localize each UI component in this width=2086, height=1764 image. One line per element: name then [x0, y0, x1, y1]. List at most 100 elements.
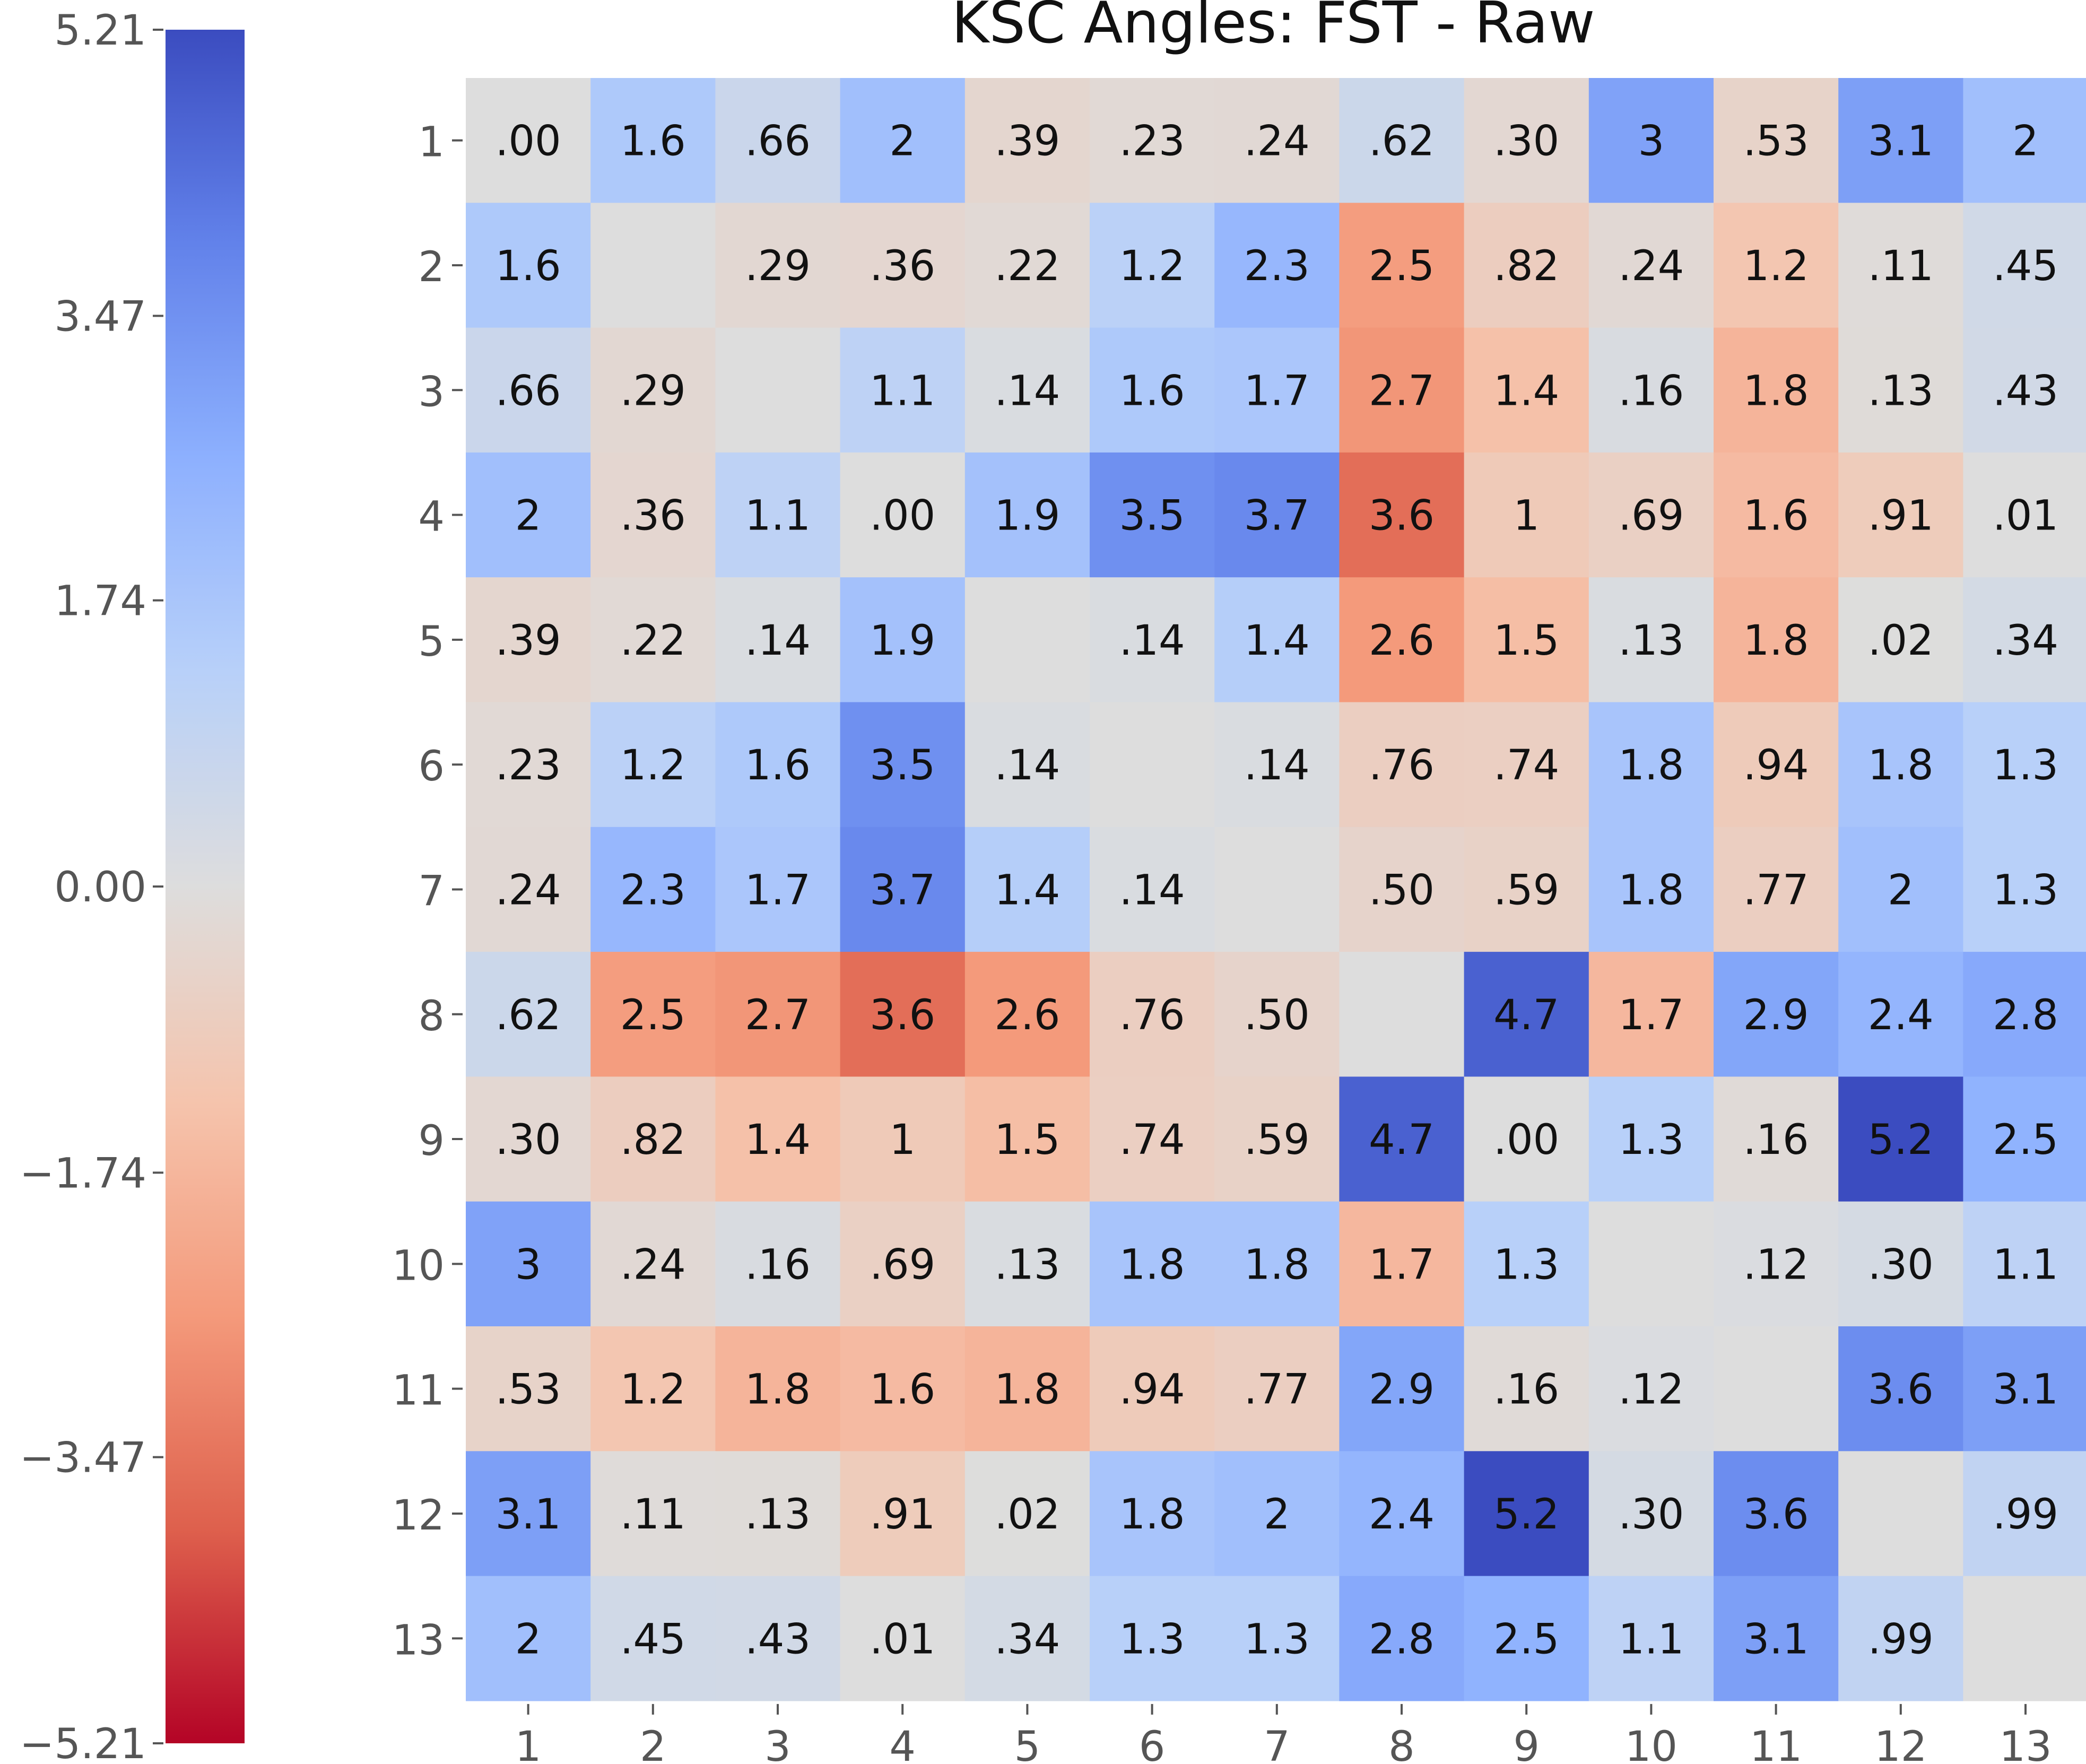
heatmap-cell — [1214, 1201, 1340, 1327]
cell-value-label: .24 — [1618, 242, 1684, 290]
heatmap-cell — [840, 577, 966, 703]
cell-value-label: .23 — [1119, 118, 1185, 166]
cell-value-label: .94 — [1119, 1366, 1185, 1414]
heatmap-cell — [1588, 1451, 1714, 1577]
cell-value-label: 2.5 — [1493, 1615, 1559, 1663]
cell-value-label: 4.7 — [1369, 1116, 1435, 1164]
heatmap-cell — [715, 952, 841, 1077]
heatmap-cells — [466, 78, 2086, 1701]
cell-value-label: 2.4 — [1369, 1491, 1435, 1539]
heatmap-cell — [466, 78, 591, 203]
cell-value-label: 2.7 — [1369, 367, 1435, 415]
cell-value-label: 1.7 — [745, 866, 811, 914]
cell-value-label: 1.2 — [620, 1366, 686, 1414]
heatmap-cell — [1838, 327, 1963, 453]
heatmap-cell — [1714, 702, 1839, 828]
cell-value-label: .45 — [620, 1615, 686, 1663]
heatmap-cell — [1588, 203, 1714, 328]
x-tick-label: 11 — [1750, 1723, 1802, 1764]
cell-value-label: 3.6 — [870, 992, 935, 1039]
cell-value-label: .22 — [620, 617, 686, 665]
cell-value-label: 3.1 — [1743, 1615, 1809, 1663]
y-tick-label: 7 — [418, 867, 445, 915]
cell-value-label: .43 — [745, 1615, 811, 1663]
cell-value-label: 1.3 — [1618, 1116, 1684, 1164]
cell-value-label: .82 — [1493, 242, 1559, 290]
x-tick-label: 12 — [1874, 1723, 1927, 1764]
heatmap-cell — [1838, 577, 1963, 703]
cell-value-label: .59 — [1493, 866, 1559, 914]
heatmap-cell — [964, 577, 1090, 703]
heatmap-cell — [1963, 203, 2086, 328]
heatmap-cell — [1464, 327, 1589, 453]
cell-value-label: .39 — [994, 118, 1060, 166]
heatmap-cell — [1464, 78, 1589, 203]
heatmap-cell — [1588, 1326, 1714, 1452]
cell-value-label: 1.7 — [1618, 992, 1684, 1039]
heatmap-cell — [964, 78, 1090, 203]
cell-value-label: 1.6 — [745, 742, 811, 789]
x-tick-label: 3 — [764, 1723, 791, 1764]
cell-value-label: .66 — [496, 367, 561, 415]
heatmap-cell — [1090, 452, 1215, 578]
cell-value-label: .74 — [1493, 742, 1559, 789]
heatmap-cell — [1963, 1451, 2086, 1577]
heatmap-cell — [840, 1201, 966, 1327]
cell-value-label: 1.9 — [870, 617, 935, 665]
cell-value-label: .62 — [496, 992, 561, 1039]
heatmap-cell — [1588, 952, 1714, 1077]
cell-value-label: 1.8 — [994, 1366, 1060, 1414]
heatmap-cell — [715, 78, 841, 203]
heatmap-cell — [1588, 702, 1714, 828]
heatmap-cell — [590, 452, 716, 578]
heatmap-cell — [1090, 577, 1215, 703]
cell-value-label: .99 — [1993, 1491, 2058, 1539]
heatmap-cell — [964, 1326, 1090, 1452]
cell-value-label: 1.4 — [745, 1116, 811, 1164]
colorbar-gradient — [166, 30, 245, 1743]
heatmap-cell — [715, 702, 841, 828]
cell-value-label: .13 — [1618, 617, 1684, 665]
heatmap-cell — [1963, 1576, 2086, 1701]
heatmap-cell — [1090, 952, 1215, 1077]
cell-value-label: .50 — [1369, 866, 1435, 914]
cell-value-label: .11 — [1868, 242, 1934, 290]
cell-value-label: 2 — [1888, 866, 1914, 914]
cell-value-label: 3.7 — [870, 866, 935, 914]
cell-value-label: 2 — [889, 118, 916, 166]
cell-value-label: 2.9 — [1743, 992, 1809, 1039]
heatmap-cell — [1714, 1076, 1839, 1202]
colorbar-tick-label: −3.47 — [20, 1435, 146, 1482]
heatmap-cell — [1214, 702, 1340, 828]
cell-value-label: 3.1 — [1868, 118, 1934, 166]
cell-value-label: 2 — [1264, 1491, 1290, 1539]
x-tick-label: 10 — [1625, 1723, 1678, 1764]
cell-value-label: .74 — [1119, 1116, 1185, 1164]
x-tick-label: 7 — [1264, 1723, 1290, 1764]
heatmap-cell — [1963, 1076, 2086, 1202]
heatmap-cell — [840, 327, 966, 453]
cell-value-label: .30 — [1493, 118, 1559, 166]
heatmap-cell — [1339, 1201, 1465, 1327]
x-tick-label: 2 — [640, 1723, 666, 1764]
cell-value-label: .77 — [1244, 1366, 1310, 1414]
cell-value-label: .36 — [870, 242, 935, 290]
cell-value-label: .43 — [1993, 367, 2058, 415]
cell-value-label: 3.1 — [1993, 1366, 2058, 1414]
heatmap-cell — [1464, 1576, 1589, 1701]
x-tick-label: 1 — [515, 1723, 542, 1764]
cell-value-label: .76 — [1369, 742, 1435, 789]
heatmap-cell — [590, 827, 716, 952]
cell-value-label: 1.1 — [870, 367, 935, 415]
cell-value-label: 5.2 — [1493, 1491, 1559, 1539]
heatmap-cell — [840, 78, 966, 203]
heatmap-cell — [840, 827, 966, 952]
heatmap-cell — [964, 1201, 1090, 1327]
colorbar-tick-label: 1.74 — [54, 578, 146, 625]
heatmap-cell — [840, 952, 966, 1077]
heatmap-cell — [1714, 1326, 1839, 1452]
heatmap-cell — [1588, 452, 1714, 578]
cell-value-label: .36 — [620, 492, 686, 540]
heatmap-cell — [1464, 1326, 1589, 1452]
cell-value-label: .94 — [1743, 742, 1809, 789]
